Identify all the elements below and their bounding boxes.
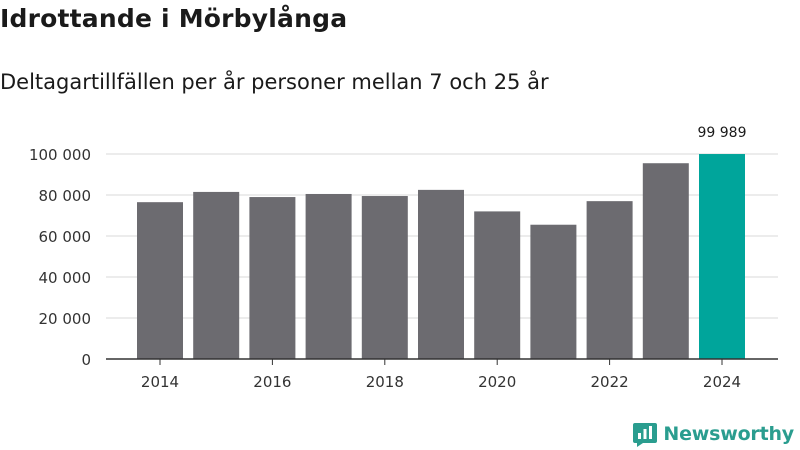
bar: [586, 201, 633, 359]
bar: [193, 191, 240, 359]
x-tick-label: 2014: [141, 373, 179, 391]
x-tick-label: 2018: [366, 373, 404, 391]
bars: [137, 154, 745, 359]
newsworthy-logo: Newsworthy: [633, 420, 794, 448]
axes: [106, 358, 778, 365]
brand-name: Newsworthy: [663, 423, 794, 445]
x-tick-label: 2020: [478, 373, 516, 391]
bar: [474, 211, 521, 359]
bar: [249, 197, 296, 359]
x-tick-label: 2022: [591, 373, 629, 391]
bar: [361, 196, 408, 359]
chart-title: Idrottande i Mörbylånga: [0, 4, 348, 33]
y-tick-label: 20 000: [39, 310, 92, 328]
chart-subtitle: Deltagartillfällen per år personer mella…: [0, 70, 549, 94]
bar: [530, 224, 577, 359]
y-tick-label: 60 000: [39, 228, 92, 246]
bar: [137, 202, 183, 359]
labels: 0 20 000 40 000 60 000 80 000 100 000 2014 2016…: [29, 125, 747, 391]
bar: [418, 189, 464, 359]
y-tick-label: 100 000: [29, 146, 91, 164]
bar: [642, 163, 689, 359]
bar: [305, 193, 352, 359]
bar-chart: 0 20 000 40 000 60 000 80 000 100 000 2014 2016…: [29, 125, 778, 391]
y-tick-label: 40 000: [39, 269, 92, 287]
x-tick-label: 2024: [703, 373, 741, 391]
y-tick-label: 0: [81, 351, 91, 369]
x-tick-label: 2016: [253, 373, 291, 391]
bar: [699, 154, 745, 359]
y-tick-label: 80 000: [39, 187, 92, 205]
newsworthy-bars-icon: [633, 423, 658, 447]
data-label: 99 989: [698, 125, 747, 141]
